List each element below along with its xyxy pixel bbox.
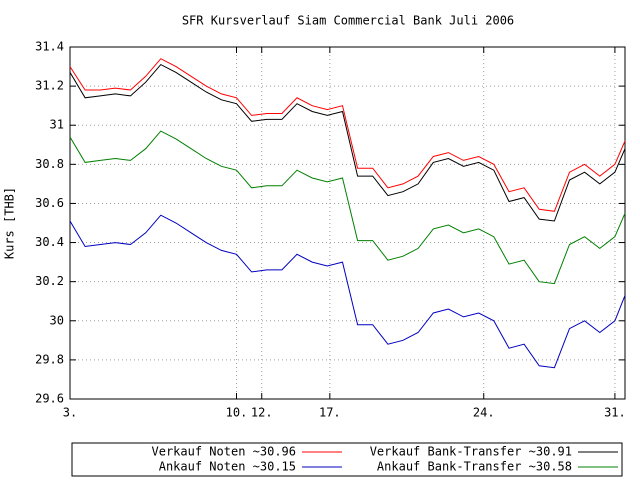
line-series	[69, 130, 626, 285]
y-tick-label: 30	[50, 313, 64, 327]
y-tick-label: 31.2	[35, 79, 64, 93]
x-tick-label: 3.	[63, 406, 77, 420]
line-series	[69, 58, 626, 212]
chart-title: SFR Kursverlauf Siam Commercial Bank Jul…	[182, 14, 514, 28]
y-tick-label: 29.8	[35, 352, 64, 366]
x-tick-label: 24.	[473, 406, 495, 420]
plot-frame	[69, 46, 626, 400]
x-tick-label: 10.	[226, 406, 248, 420]
legend-label: Ankauf Bank-Transfer ~30.58	[377, 460, 572, 474]
y-tick-label: 31	[50, 118, 64, 132]
y-tick-label: 30.6	[35, 196, 64, 210]
x-tick-label: 17.	[319, 406, 341, 420]
legend-label: Verkauf Bank-Transfer ~30.91	[370, 445, 572, 459]
y-tick-label: 29.6	[35, 392, 64, 406]
y-tick-label: 30.4	[35, 235, 64, 249]
legend-box	[71, 442, 623, 477]
y-tick-label: 30.8	[35, 157, 64, 171]
legend-label: Ankauf Noten ~30.15	[159, 460, 296, 474]
line-series	[69, 214, 626, 369]
x-tick-label: 12.	[251, 406, 273, 420]
x-tick-label: 31.	[604, 406, 626, 420]
y-tick-label: 31.4	[35, 40, 64, 54]
y-axis-label: Kurs [THB]	[3, 187, 17, 259]
y-tick-label: 30.2	[35, 274, 64, 288]
line-series	[69, 63, 626, 222]
legend-label: Verkauf Noten ~30.96	[152, 445, 297, 459]
